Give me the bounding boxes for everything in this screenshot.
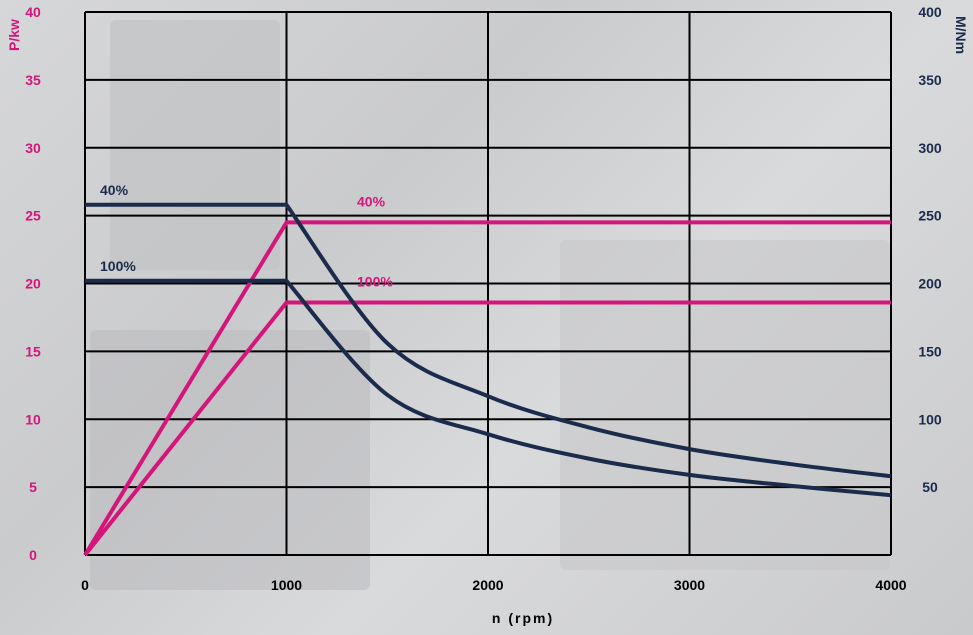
right-axis-title: M/Nm [953,16,969,54]
left-tick-label-0: 0 [29,547,37,563]
background-machine-right [560,240,890,570]
curve-label-0: 40% [100,182,129,198]
left-tick-label-7: 35 [25,72,41,88]
x-tick-label-4: 4000 [875,577,906,593]
curve-label-2: 40% [357,193,386,209]
right-tick-label-0: 50 [922,479,938,495]
left-tick-label-3: 15 [25,343,41,359]
x-tick-label-0: 0 [81,577,89,593]
right-tick-label-3: 200 [918,276,942,292]
series-line-power-100pct [83,300,891,557]
series-line-torque-100pct [85,278,892,498]
left-tick-label-1: 5 [29,479,37,495]
right-tick-label-5: 300 [918,140,942,156]
x-axis-title: n (rpm) [492,610,554,626]
series-line-torque-40pct [85,202,892,479]
right-tick-label-2: 150 [918,343,942,359]
series-line-power-40pct [83,220,891,557]
x-tick-label-3: 3000 [674,577,705,593]
left-tick-label-8: 40 [25,4,41,20]
tick-labels: 0 1000 2000 3000 4000 0 5 10 15 20 25 30 35 40 50 100 15… [25,4,942,593]
series-lines [83,202,892,557]
curve-label-1: 100% [100,258,136,274]
grid-lines [84,11,892,556]
right-tick-label-7: 400 [918,4,942,20]
left-tick-label-2: 10 [25,411,41,427]
background-machine-block [110,20,280,270]
left-tick-label-6: 30 [25,140,41,156]
right-tick-label-6: 350 [918,72,942,88]
left-tick-label-4: 20 [25,276,41,292]
left-tick-label-5: 25 [25,208,41,224]
curve-labels: 40% 100% 40% 100% [100,182,393,290]
curve-label-3: 100% [357,274,393,290]
right-tick-label-4: 250 [918,208,942,224]
left-axis-title: P/kw [6,19,22,51]
x-tick-label-2: 2000 [472,577,503,593]
right-tick-label-1: 100 [918,411,942,427]
x-tick-label-1: 1000 [271,577,302,593]
